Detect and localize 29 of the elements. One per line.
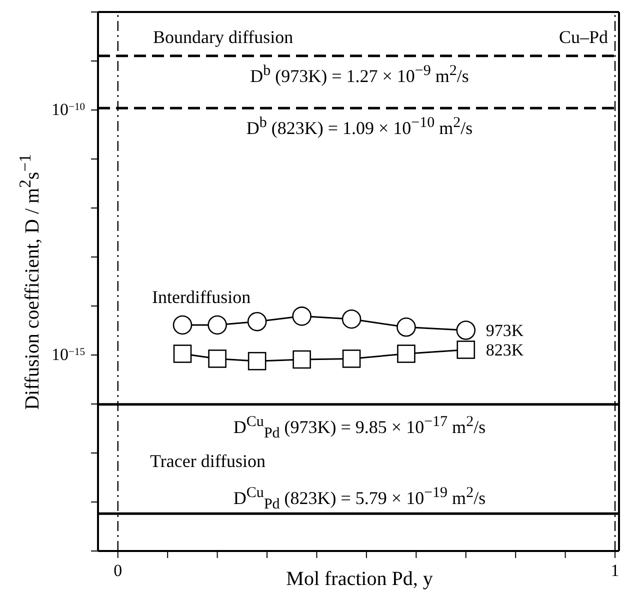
- point: [292, 350, 311, 369]
- point: [208, 350, 226, 368]
- annotation: Boundary diffusion: [153, 26, 294, 48]
- point: [342, 350, 361, 368]
- point: [208, 315, 227, 335]
- point: [248, 352, 266, 370]
- x-tick-label: 0: [114, 561, 122, 580]
- point: [172, 315, 192, 335]
- y-tick-label: 10$^{−15}$: [52, 345, 85, 364]
- point: [342, 309, 362, 329]
- annotation: Cu–Pd: [558, 26, 608, 48]
- point: [456, 320, 476, 340]
- x-tick-label: 1: [610, 561, 620, 580]
- series-label: 823K: [486, 340, 524, 360]
- x-axis-title: Mol fraction Pd, y: [286, 568, 433, 590]
- annotation: D$^{b}$ (973K) = 1.27 × 10$^{−9}$ m$^{2}$/s: [249, 62, 470, 87]
- point: [247, 312, 267, 332]
- annotation: Interdiffusion: [152, 286, 251, 308]
- annotation: Tracer diffusion: [150, 450, 266, 472]
- point: [396, 318, 416, 337]
- point: [397, 344, 416, 363]
- annotation: D$^{Cu}$$_{Pd}$ (823K) = 5.79 × 10$^{−19}$ m$^{2}$/s: [232, 484, 487, 515]
- point: [292, 306, 312, 326]
- y-tick-label: 10$^{−10}$: [52, 100, 85, 119]
- point: [456, 340, 476, 359]
- point: [173, 344, 192, 363]
- series-label: 973K: [486, 321, 524, 340]
- annotation: D$^{b}$ (823K) = 1.09 × 10$^{−10}$ m$^{2}$/s: [245, 114, 474, 139]
- annotation: D$^{Cu}$$_{Pd}$ (973K) = 9.85 × 10$^{−17}$ m$^{2}$/s: [232, 413, 487, 444]
